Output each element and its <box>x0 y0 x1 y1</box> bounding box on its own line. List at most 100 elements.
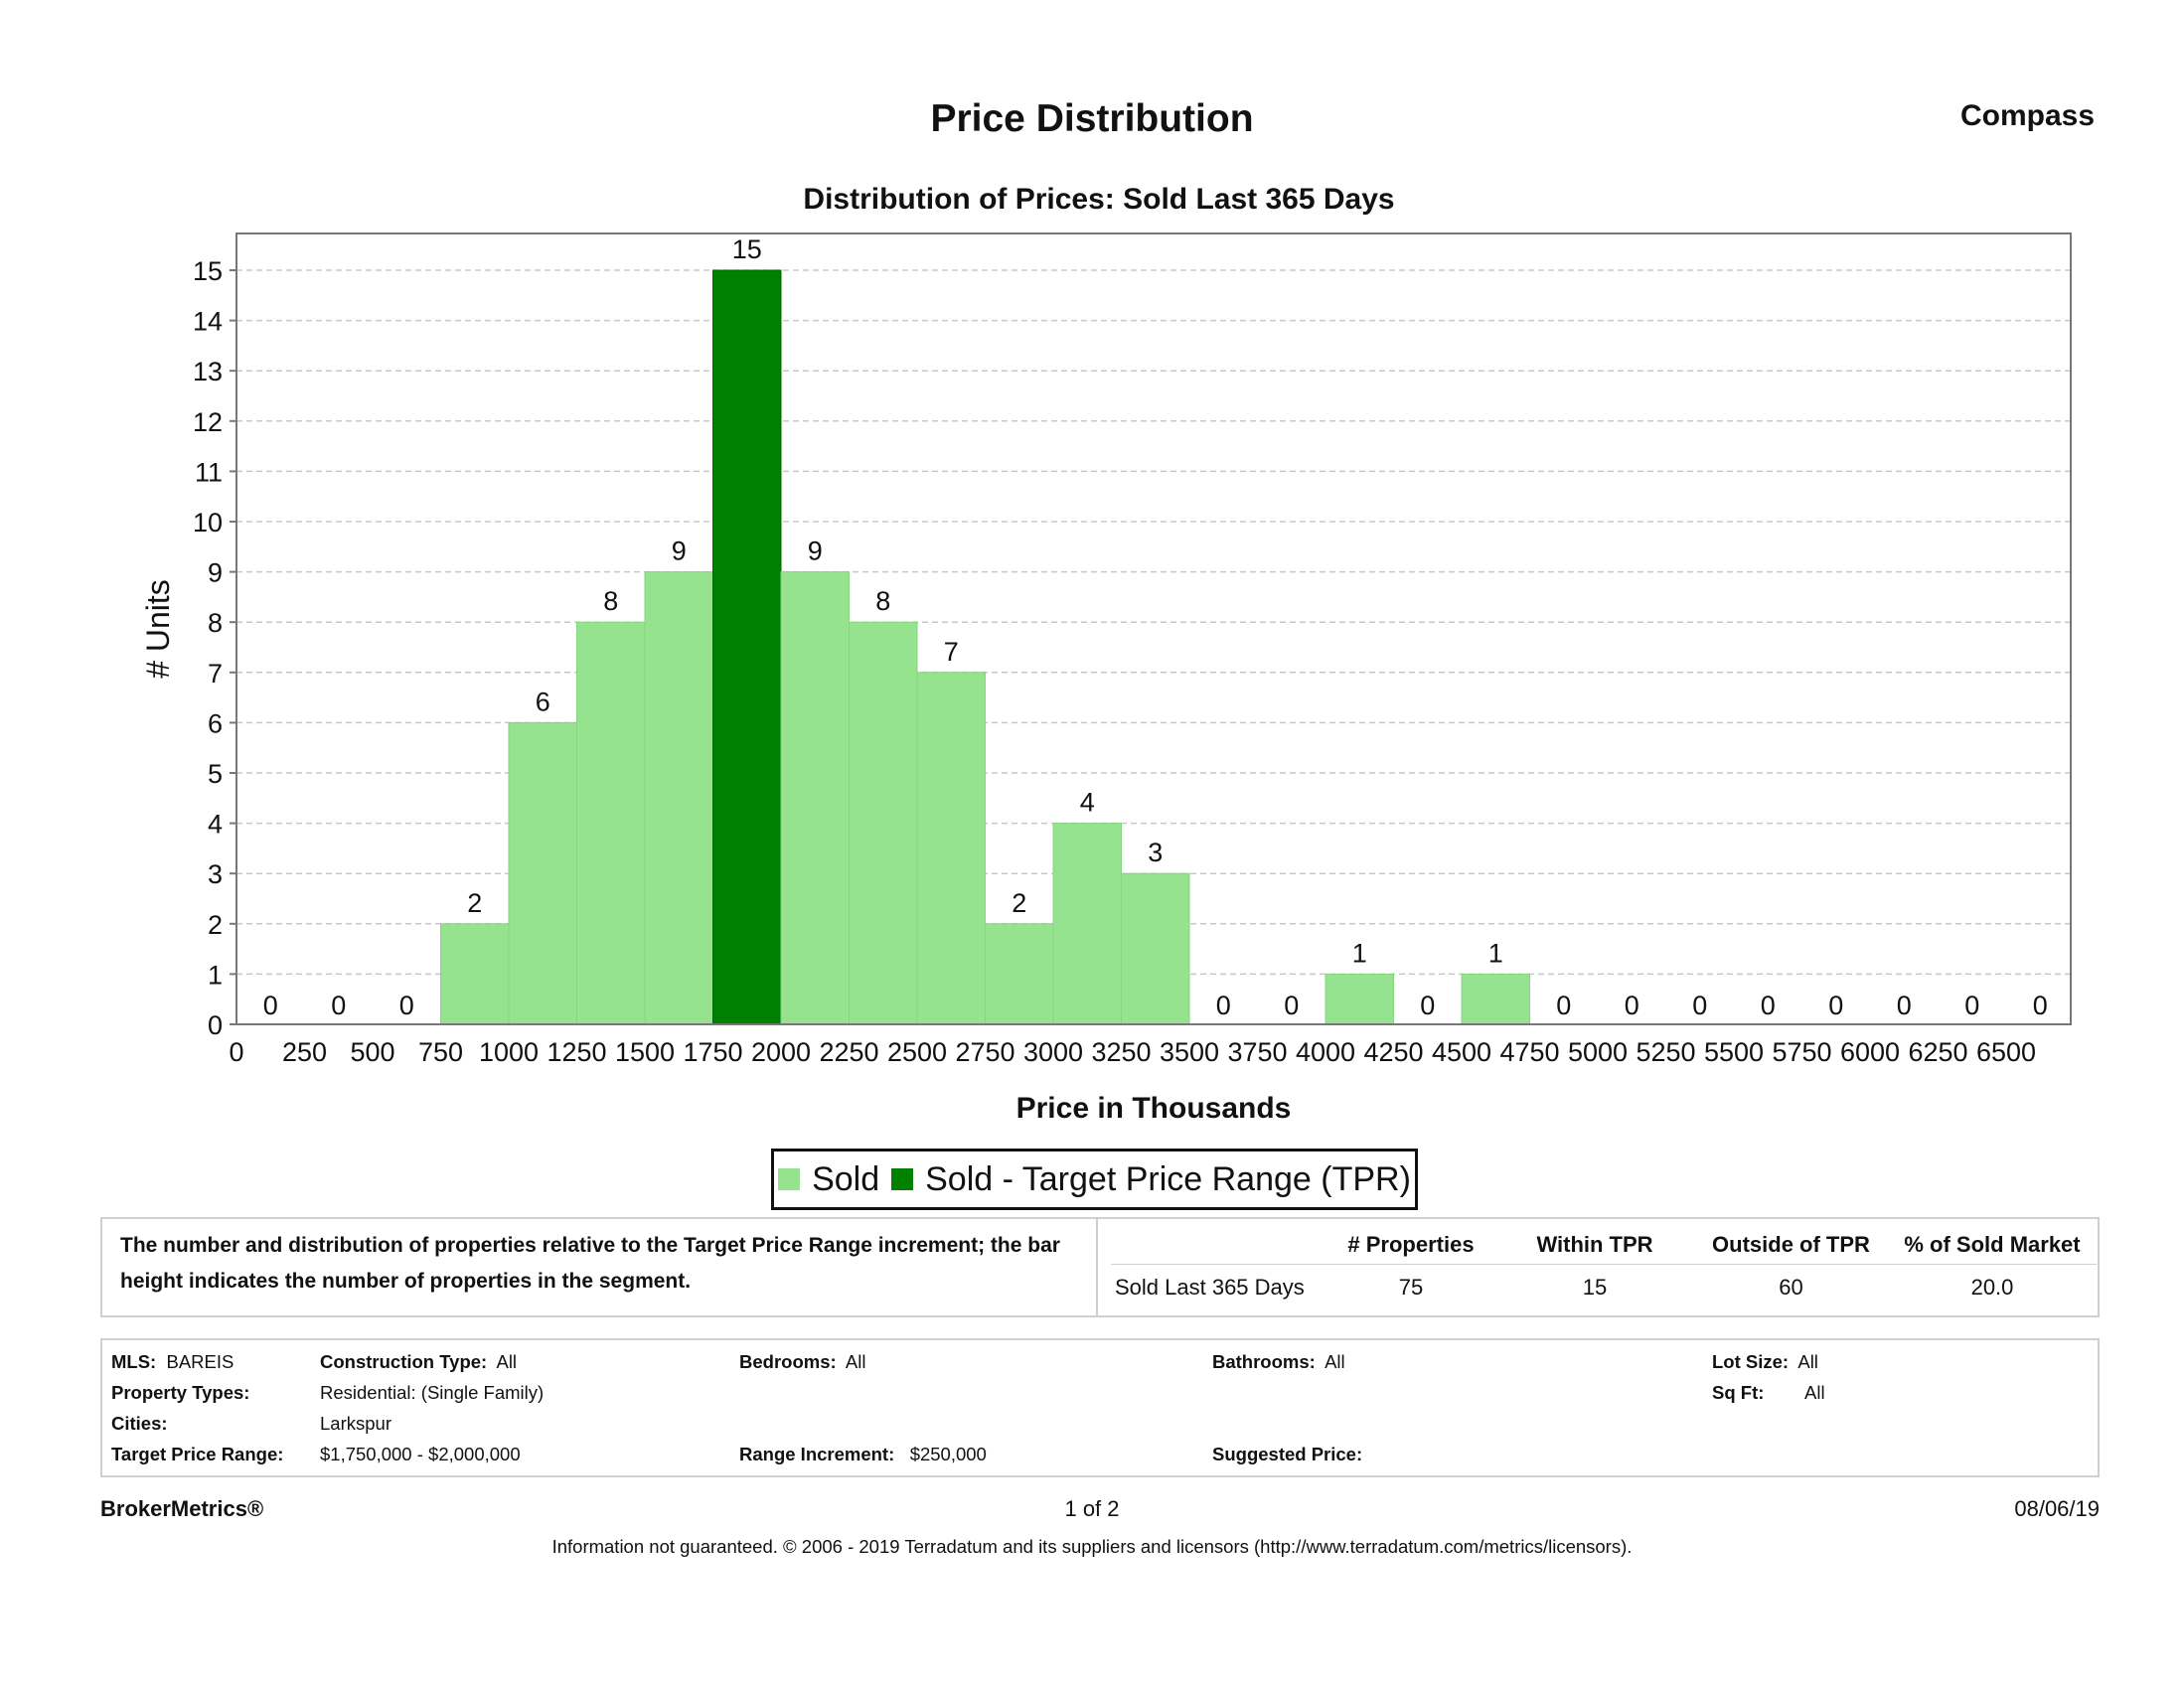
summary-row-label: Sold Last 365 Days <box>1115 1275 1305 1300</box>
bar-value-label: 2 <box>467 888 482 918</box>
bathrooms-value: All <box>1325 1351 1345 1372</box>
y-tick-label: 7 <box>208 659 223 689</box>
bar <box>508 721 577 1025</box>
brand-name: Compass <box>1959 99 2095 132</box>
page-title: Price Distribution <box>930 97 1254 140</box>
bar <box>780 571 850 1025</box>
footer-product: BrokerMetrics® <box>100 1496 264 1521</box>
x-axis-ticks: 0 250 500 750 1000 1250 1500 1750 2000 2250 2500 27… <box>229 1037 2036 1067</box>
summary-value-within: 15 <box>1582 1275 1608 1300</box>
x-tick-label: 250 <box>282 1037 327 1067</box>
construction-value: All <box>496 1351 518 1372</box>
bar-value-label: 0 <box>1556 991 1571 1020</box>
legend-swatch-sold <box>778 1168 801 1190</box>
range-increment-value: $250,000 <box>909 1444 987 1464</box>
criteria-mls: MLS: BAREIS <box>111 1351 234 1373</box>
bar-value-label: 9 <box>808 537 823 566</box>
chart-title: Distribution of Prices: Sold Last 365 Da… <box>803 183 1394 216</box>
bar-value-label: 0 <box>399 991 414 1020</box>
bar-value-label: 8 <box>603 586 618 616</box>
y-tick-label: 12 <box>193 407 223 437</box>
lot-size-value: All <box>1797 1351 1818 1372</box>
x-tick-label: 3500 <box>1160 1037 1219 1067</box>
x-tick-label: 5000 <box>1568 1037 1628 1067</box>
legend-label-sold: Sold <box>812 1159 880 1198</box>
x-tick-label: 2750 <box>955 1037 1014 1067</box>
x-tick-label: 5250 <box>1636 1037 1695 1067</box>
criteria-suggested-price: Suggested Price: <box>1212 1444 1367 1465</box>
chart-legend: Sold Sold - Target Price Range (TPR) <box>771 1149 1418 1210</box>
bar <box>576 621 646 1025</box>
target-price-range-label: Target Price Range: <box>111 1444 284 1464</box>
summary-description: The number and distribution of propertie… <box>120 1234 1060 1293</box>
bar-value-label: 0 <box>1964 991 1979 1020</box>
x-tick-label: 6000 <box>1840 1037 1900 1067</box>
x-tick-label: 5500 <box>1704 1037 1764 1067</box>
y-tick-label: 11 <box>195 457 223 487</box>
summary-header-percent: % of Sold Market <box>1904 1232 2081 1257</box>
x-tick-label: 4500 <box>1432 1037 1491 1067</box>
legend-item-sold: Sold <box>778 1160 879 1199</box>
y-tick-label: 13 <box>193 357 223 386</box>
sqft-value: All <box>1804 1382 1825 1403</box>
property-types-value: Residential: (Single Family) <box>320 1382 545 1403</box>
x-tick-label: 1500 <box>615 1037 675 1067</box>
x-tick-label: 4250 <box>1363 1037 1423 1067</box>
legend-item-tpr: Sold - Target Price Range (TPR) <box>891 1160 1411 1199</box>
bar-value-label: 0 <box>1828 991 1843 1020</box>
cities-value: Larkspur <box>320 1413 391 1434</box>
summary-rule <box>1111 1264 2097 1265</box>
footer-date: 08/06/19 <box>2014 1496 2100 1521</box>
x-tick-label: 4000 <box>1296 1037 1355 1067</box>
mls-value: BAREIS <box>166 1351 234 1372</box>
sqft-label: Sq Ft: <box>1712 1382 1765 1403</box>
bar <box>1461 973 1530 1025</box>
bar-value-label: 0 <box>1625 991 1639 1020</box>
y-tick-label: 15 <box>193 256 223 286</box>
y-tick-label: 5 <box>208 759 223 789</box>
bar-value-label: 0 <box>331 991 346 1020</box>
bar-value-label: 2 <box>1012 888 1026 918</box>
x-tick-label: 500 <box>350 1037 394 1067</box>
footer-page-number: 1 of 2 <box>1064 1496 1120 1521</box>
summary-header-outside: Outside of TPR <box>1712 1232 1870 1257</box>
bar-value-label: 0 <box>1761 991 1776 1020</box>
bars <box>440 269 1530 1025</box>
bar <box>1325 973 1394 1025</box>
criteria-construction: Construction Type: All <box>320 1351 517 1373</box>
bar-value-label: 3 <box>1148 838 1163 867</box>
y-axis-title: # Units <box>140 579 176 679</box>
y-tick-label: 9 <box>208 558 223 588</box>
bathrooms-label: Bathrooms: <box>1212 1351 1316 1372</box>
x-tick-label: 0 <box>229 1037 243 1067</box>
construction-label: Construction Type: <box>320 1351 488 1372</box>
y-tick-label: 6 <box>208 708 223 738</box>
footer-disclaimer: Information not guaranteed. © 2006 - 201… <box>551 1536 1633 1557</box>
bar-value-label: 0 <box>1897 991 1912 1020</box>
y-tick-label: 2 <box>208 910 223 940</box>
x-tick-label: 3000 <box>1023 1037 1083 1067</box>
bar-value-label: 0 <box>2033 991 2048 1020</box>
property-types-label: Property Types: <box>111 1382 250 1403</box>
y-tick-label: 1 <box>208 960 223 990</box>
cities-label: Cities: <box>111 1413 168 1434</box>
x-tick-label: 1750 <box>683 1037 742 1067</box>
bar-value-label: 0 <box>1216 991 1231 1020</box>
summary-value-percent: 20.0 <box>1970 1275 2014 1300</box>
bar <box>1052 823 1122 1025</box>
y-tick-label: 4 <box>208 810 223 840</box>
summary-header-within: Within TPR <box>1536 1232 1653 1257</box>
y-tick-label: 3 <box>208 859 223 889</box>
bar-value-label: 6 <box>536 687 550 716</box>
legend-swatch-tpr <box>891 1168 914 1190</box>
bar <box>644 571 713 1025</box>
bar-value-label: 0 <box>263 991 278 1020</box>
summary-header-properties: # Properties <box>1347 1232 1475 1257</box>
x-tick-label: 6250 <box>1908 1037 1967 1067</box>
criteria-range-increment: Range Increment: $250,000 <box>739 1444 987 1465</box>
bar <box>440 923 510 1025</box>
suggested-price-label: Suggested Price: <box>1212 1444 1363 1464</box>
x-tick-label: 6500 <box>1976 1037 2036 1067</box>
x-tick-label: 5750 <box>1772 1037 1831 1067</box>
